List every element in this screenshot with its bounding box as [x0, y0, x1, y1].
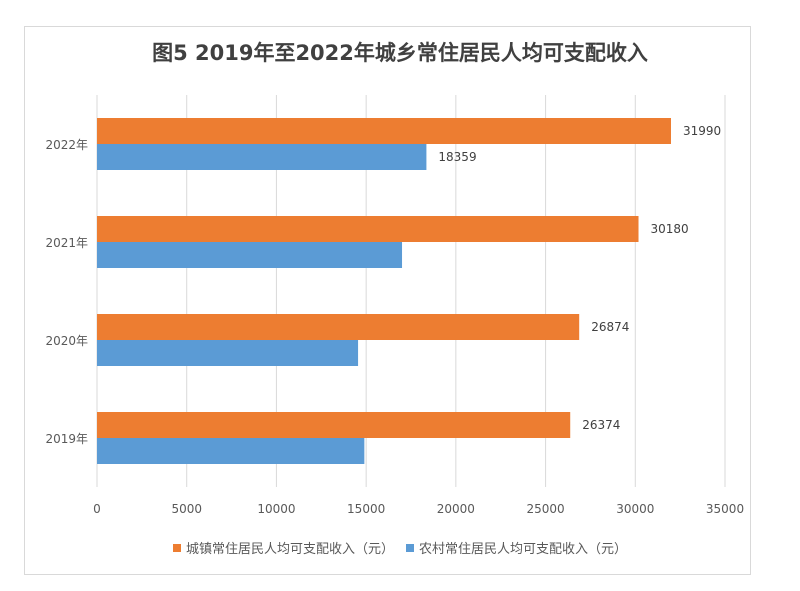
y-tick-label: 2019年 — [45, 432, 88, 446]
legend-label-rural: 农村常住居民人均可支配收入（元） — [419, 542, 628, 557]
bar-rural — [97, 242, 403, 268]
data-label: 31990 — [683, 124, 721, 138]
x-tick-label: 35000 — [706, 502, 744, 516]
bar-rural — [97, 340, 359, 366]
legend-item-urban: 城镇常住居民人均可支配收入（元） — [172, 538, 394, 557]
x-tick-label: 30000 — [616, 502, 654, 516]
data-label: 26374 — [582, 418, 620, 432]
x-tick-label: 20000 — [437, 502, 475, 516]
data-label: 26874 — [591, 320, 629, 334]
bar-urban — [97, 118, 671, 144]
chart-title: 图5 2019年至2022年城乡常住居民人均可支配收入 — [152, 41, 648, 65]
x-tick-label: 5000 — [171, 502, 202, 516]
bar-urban — [97, 216, 639, 242]
bar-rural — [97, 144, 427, 170]
y-tick-label: 2022年 — [45, 138, 88, 152]
chart-frame — [24, 26, 751, 575]
x-tick-label: 0 — [93, 502, 101, 516]
bar-urban — [97, 314, 580, 340]
x-tick-label: 10000 — [257, 502, 295, 516]
y-tick-label: 2021年 — [45, 236, 88, 250]
legend-swatch-urban — [172, 543, 181, 552]
legend: 城镇常住居民人均可支配收入（元） 农村常住居民人均可支配收入（元） — [0, 538, 800, 557]
bar-urban — [97, 412, 571, 438]
legend-label-urban: 城镇常住居民人均可支配收入（元） — [185, 542, 394, 557]
y-tick-label: 2020年 — [45, 334, 88, 348]
legend-swatch-rural — [406, 543, 414, 552]
x-tick-label: 15000 — [347, 502, 385, 516]
x-tick-label: 25000 — [526, 502, 564, 516]
data-label: 30180 — [651, 222, 689, 236]
bar-rural — [97, 438, 365, 464]
legend-item-rural: 农村常住居民人均可支配收入（元） — [406, 538, 627, 557]
data-label: 18359 — [438, 150, 476, 164]
